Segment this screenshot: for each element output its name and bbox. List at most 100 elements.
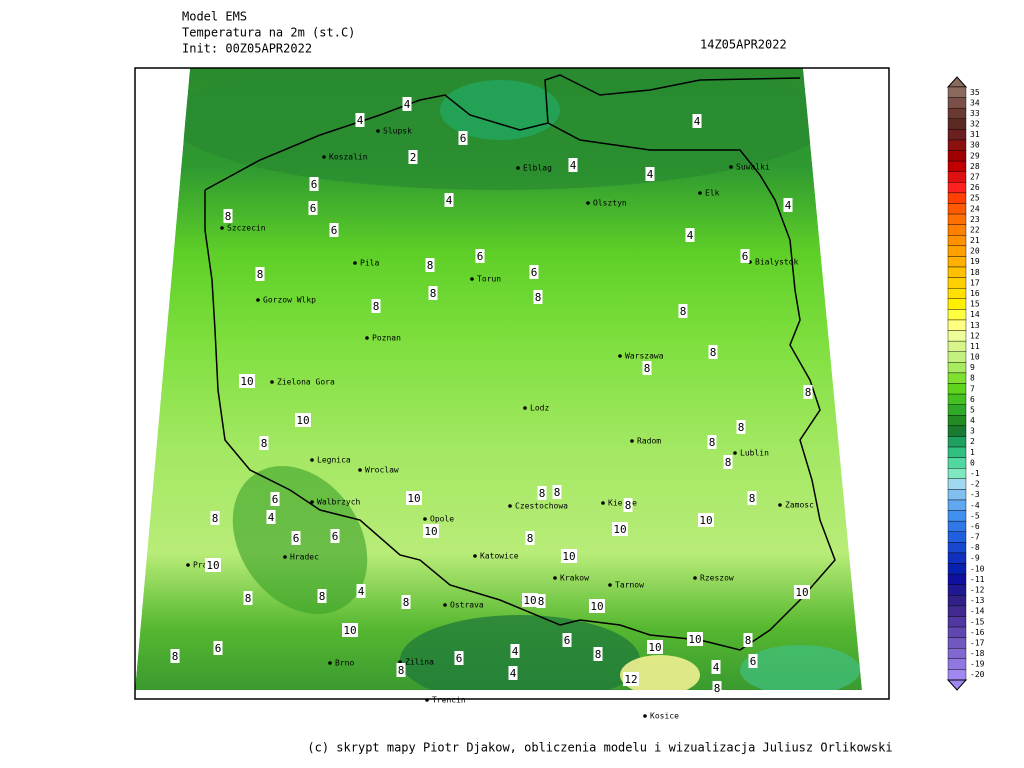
city-label: Zilina xyxy=(405,658,434,667)
contour-label: 10 xyxy=(562,550,575,563)
contour-label: 8 xyxy=(680,305,687,318)
colorbar-label: -10 xyxy=(970,564,985,573)
contour-label-box xyxy=(295,413,311,427)
city-dot xyxy=(365,336,369,340)
contour-label: 6 xyxy=(331,224,338,237)
colorbar-label: 27 xyxy=(970,173,980,182)
contour-label-box xyxy=(255,267,265,281)
contour-label: 6 xyxy=(311,178,318,191)
contour-label-box xyxy=(736,420,746,434)
contour-label: 4 xyxy=(268,511,275,524)
city-label: Trencin xyxy=(432,696,466,705)
contour-label-box xyxy=(623,498,633,512)
city-label: Szczecin xyxy=(227,224,266,233)
contour-label-box xyxy=(529,265,539,279)
colorbar-cell xyxy=(947,129,967,141)
city-label: Radom xyxy=(637,437,661,446)
contour-label-box xyxy=(708,345,718,359)
colorbar-cell xyxy=(947,372,967,384)
colorbar-label: -7 xyxy=(970,533,980,542)
colorbar-label: 5 xyxy=(970,405,975,414)
contour-label: 6 xyxy=(460,132,467,145)
contour-label: 4 xyxy=(694,115,701,128)
colorbar-label: 2 xyxy=(970,437,975,446)
contour-label-box xyxy=(243,591,253,605)
contour-label-box xyxy=(428,286,438,300)
contour-label: 8 xyxy=(527,532,534,545)
city-dot xyxy=(693,576,697,580)
colorbar-label: 1 xyxy=(970,448,975,457)
colorbar-label: 7 xyxy=(970,384,975,393)
colorbar-label: 32 xyxy=(970,120,980,129)
city-dot xyxy=(523,406,527,410)
contour-label-box xyxy=(723,455,733,469)
contour-label-box xyxy=(783,198,793,212)
city-label: Walbrzych xyxy=(317,498,361,507)
colorbar-label: -18 xyxy=(970,649,985,658)
city-dot xyxy=(470,277,474,281)
contour-label: 8 xyxy=(554,486,561,499)
colorbar-cell xyxy=(947,404,967,416)
contour-label-box xyxy=(210,511,220,525)
city-label: Bialystok xyxy=(755,258,799,267)
colorbar-label: -4 xyxy=(970,501,980,510)
colorbar-label: 35 xyxy=(970,88,980,97)
contour-label-box xyxy=(612,522,628,536)
map-frame xyxy=(134,67,890,700)
contour-label-box xyxy=(589,599,605,613)
colorbar-cell xyxy=(947,192,967,204)
contour-label: 4 xyxy=(358,585,365,598)
city-dot xyxy=(778,503,782,507)
contour-label-box xyxy=(266,510,276,524)
city-dot xyxy=(473,554,477,558)
contour-label-box xyxy=(623,672,639,686)
contour-label-box xyxy=(259,436,269,450)
city-label: Suwalki xyxy=(736,163,770,172)
contour-label: 10 xyxy=(795,586,808,599)
contour-label-box xyxy=(747,491,757,505)
colorbar-cell xyxy=(947,277,967,289)
contour-label: 10 xyxy=(590,600,603,613)
contour-label: 8 xyxy=(257,268,264,281)
contour-label: 8 xyxy=(714,682,721,695)
contour-label-box xyxy=(645,167,655,181)
labels: Slupsk Koszalin Elblag Suwalki Olsztyn Elk Szc… xyxy=(170,97,814,721)
contour-label-box xyxy=(698,513,714,527)
contour-label: 8 xyxy=(539,487,546,500)
contour-label-box xyxy=(308,201,318,215)
city-dot xyxy=(508,504,512,508)
contour-label: 12 xyxy=(624,673,637,686)
contour-label-box xyxy=(213,641,223,655)
colorbar-label: 18 xyxy=(970,268,980,277)
colorbar-cell xyxy=(947,605,967,617)
contour-label-box xyxy=(330,529,340,543)
contour-label-box xyxy=(401,595,411,609)
colorbar-label: -15 xyxy=(970,617,985,626)
colorbar-cell xyxy=(947,213,967,225)
city-dot xyxy=(283,555,287,559)
contour-label-box xyxy=(270,492,280,506)
contour-label: 10 xyxy=(407,492,420,505)
contour-label-box xyxy=(425,258,435,272)
contour-label: 6 xyxy=(750,655,757,668)
colorbar-cell xyxy=(947,393,967,405)
colorbar-cell xyxy=(947,319,967,331)
colorbar-cell xyxy=(947,330,967,342)
contour-label-box xyxy=(740,249,750,263)
contour-label: 10 xyxy=(523,594,536,607)
colorbar-label: -16 xyxy=(970,628,985,637)
colorbar-label: 10 xyxy=(970,353,980,362)
contour-label: 6 xyxy=(272,493,279,506)
init-time: Init: 00Z05APR2022 xyxy=(182,42,312,56)
city-dot xyxy=(328,661,332,665)
contour-label: 6 xyxy=(564,634,571,647)
contour-label: 6 xyxy=(742,250,749,263)
city-dot xyxy=(553,576,557,580)
colorbar-label: 6 xyxy=(970,395,975,404)
colorbar-label: 31 xyxy=(970,130,980,139)
contour-label: 8 xyxy=(749,492,756,505)
city-dot xyxy=(729,165,733,169)
contour-label-box xyxy=(743,633,753,647)
colorbar-label: -5 xyxy=(970,511,980,520)
city-label: Koszalin xyxy=(329,153,368,162)
